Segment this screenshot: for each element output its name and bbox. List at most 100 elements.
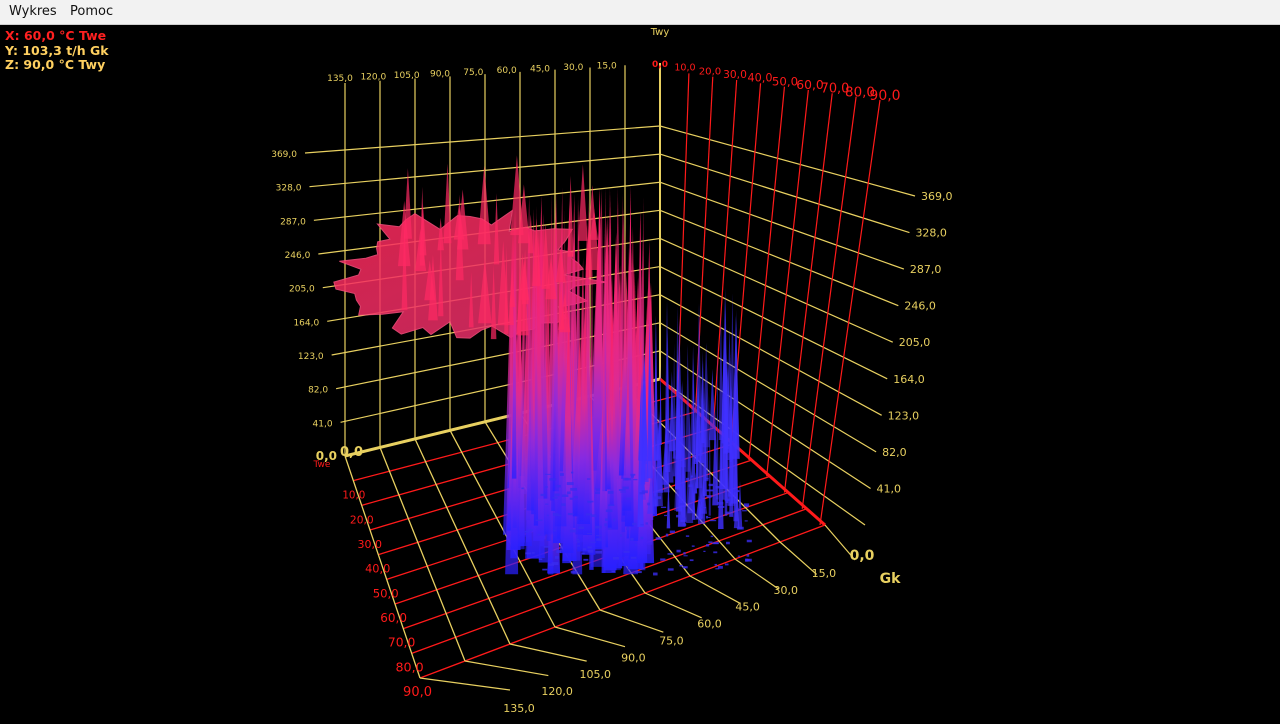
surface-fleck <box>595 491 600 495</box>
surface-fleck <box>556 514 561 516</box>
surface-peak <box>528 214 534 254</box>
surface-fleck <box>611 570 616 573</box>
surface-fleck <box>639 492 645 495</box>
surface-fleck <box>710 535 714 538</box>
surface-fleck <box>623 550 630 553</box>
surface-fleck <box>683 552 686 555</box>
surface-fleck <box>582 548 587 551</box>
surface-fleck <box>703 550 706 552</box>
surface-fleck <box>521 487 524 490</box>
surface-fleck <box>556 550 561 554</box>
surface-low-spike <box>703 386 707 497</box>
surface-fleck <box>585 513 593 516</box>
surface-fleck <box>665 533 669 537</box>
back-gk-tick: 135,0 <box>327 74 353 84</box>
surface-fleck <box>607 490 614 494</box>
surface-peak <box>443 163 452 244</box>
surface-fleck <box>746 539 752 543</box>
surface-fleck <box>645 522 649 525</box>
surface-fleck <box>725 541 730 545</box>
plot-svg[interactable]: 0,0 41,0 82,0 123,0 164,0 205,0 246,0 287,0 328,… <box>0 26 1280 720</box>
surface-fleck <box>595 550 603 554</box>
floor-red-line <box>419 524 826 679</box>
surface-fleck <box>701 506 707 509</box>
surface-fleck <box>556 550 563 552</box>
surface-fleck <box>717 505 725 508</box>
surface-fleck <box>549 478 557 481</box>
surface-fleck <box>525 552 532 555</box>
surface-fleck <box>576 545 581 547</box>
surface-fleck <box>736 526 744 530</box>
back-twe-tick: 0,0 <box>652 60 668 70</box>
surface-fleck <box>690 475 693 478</box>
surface-fleck <box>545 486 548 488</box>
surface-fleck <box>737 555 741 557</box>
surface-fleck <box>626 497 633 500</box>
surface-fleck <box>698 499 705 502</box>
surface-fleck <box>591 514 597 518</box>
twy-tick-right: 123,0 <box>888 409 920 422</box>
twy-tick-right: 164,0 <box>893 373 925 386</box>
surface-low-spike <box>718 417 724 529</box>
gk-tick: 120,0 <box>541 685 573 698</box>
floor-red-line <box>411 508 807 654</box>
surface-fleck <box>626 527 630 530</box>
surface-peak <box>497 240 509 326</box>
surface-fleck <box>725 511 730 515</box>
gk-tick: 15,0 <box>812 567 837 580</box>
surface-fleck <box>594 525 602 529</box>
surface-fleck <box>573 495 578 499</box>
surface-fleck <box>685 535 690 537</box>
surface-fleck <box>632 522 637 526</box>
surface-fleck <box>622 486 629 490</box>
surface-fleck <box>733 490 740 493</box>
surface-low-spike <box>718 310 724 441</box>
surface-fleck <box>660 558 666 561</box>
surface-fleck <box>653 572 658 576</box>
twe-tick: 80,0 <box>395 659 423 674</box>
surface-low-spike <box>666 478 671 529</box>
surface-peak <box>541 223 550 289</box>
surface-fleck <box>714 563 717 566</box>
surface-fleck <box>675 514 682 518</box>
surface-fleck <box>587 546 592 549</box>
floor-tick-line <box>644 592 702 619</box>
surface-spike <box>609 356 614 506</box>
surface-fleck <box>682 523 687 526</box>
surface-fleck <box>544 473 552 475</box>
surface-fleck <box>705 477 709 480</box>
back-twe-tick: 40,0 <box>748 72 773 85</box>
twy-tick-left: 164,0 <box>293 318 319 328</box>
surface-fleck <box>537 534 541 536</box>
right-wall-hline <box>659 322 877 453</box>
surface-peak <box>532 218 541 287</box>
surface-peak <box>490 264 497 340</box>
surface-fleck <box>524 530 529 533</box>
gk-tick: 30,0 <box>774 584 799 597</box>
surface-fleck <box>634 544 637 546</box>
right-wall-hline <box>659 350 871 489</box>
plot-3d-canvas[interactable]: 0,0 41,0 82,0 123,0 164,0 205,0 246,0 287,0 328,… <box>0 26 1280 720</box>
gk-tick: 90,0 <box>621 651 646 664</box>
surface-fleck <box>595 488 600 492</box>
surface-fleck <box>736 508 739 511</box>
surface-fleck <box>620 534 623 537</box>
z-readout: Z: 90,0 °C Twy <box>5 57 106 72</box>
twy-tick-right: 287,0 <box>910 263 942 276</box>
surface-fleck <box>554 556 559 559</box>
gk-tick: 75,0 <box>659 634 684 647</box>
surface-fleck <box>630 556 637 559</box>
surface-fleck <box>679 564 683 567</box>
surface-fleck <box>583 558 589 561</box>
back-twe-tick: 60,0 <box>796 78 824 92</box>
surface-fleck <box>605 509 613 513</box>
menu-wykres[interactable]: Wykres <box>9 4 57 19</box>
surface-fleck <box>705 515 708 519</box>
surface-fleck <box>706 544 710 547</box>
floor-tick-line <box>599 609 664 633</box>
surface-fleck <box>561 503 566 507</box>
menu-pomoc[interactable]: Pomoc <box>70 4 114 19</box>
surface-fleck <box>717 501 724 505</box>
surface-fleck <box>667 568 674 571</box>
twy-tick-left: 123,0 <box>298 352 324 362</box>
